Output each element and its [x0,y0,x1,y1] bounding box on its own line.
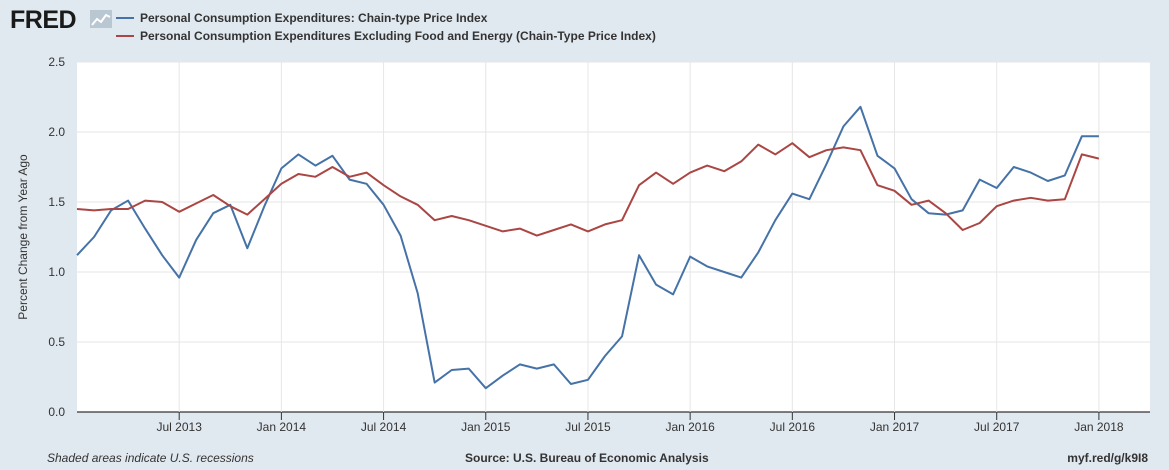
series-line-pce[interactable] [76,105,1099,390]
y-tick-label: 2.0 [48,125,65,139]
plot-area [77,62,1150,412]
x-tick-label: Jul 2016 [770,420,816,434]
series-line-core-pce[interactable] [76,142,1100,237]
source-note: Source: U.S. Bureau of Economic Analysis [465,451,709,465]
chart-header: FRED Personal Consumption Expenditures: … [0,0,1169,50]
legend-swatch-red [116,35,134,37]
fred-logo[interactable]: FRED [10,6,77,34]
x-tick-label: Jan 2015 [461,420,511,434]
legend-label: Personal Consumption Expenditures: Chain… [140,11,488,25]
y-tick-label: 1.5 [48,195,65,209]
y-axis-ticks: 0.0 0.5 1.0 1.5 2.0 2.5 [48,55,65,419]
legend-item-pce[interactable]: Personal Consumption Expenditures: Chain… [116,11,487,25]
x-tick-label: Jan 2014 [257,420,307,434]
y-tick-label: 1.0 [48,265,65,279]
grid-lines [77,61,1150,413]
chart-line-icon [90,10,112,28]
x-tick-label: Jan 2018 [1074,420,1124,434]
x-tick-label: Jan 2017 [870,420,920,434]
x-axis-ticks: Jul 2013 Jan 2014 Jul 2014 Jan 2015 Jul 2015… [157,412,1124,434]
x-tick-label: Jul 2017 [974,420,1020,434]
x-tick-label: Jul 2013 [157,420,203,434]
legend-item-core-pce[interactable]: Personal Consumption Expenditures Exclud… [116,29,656,43]
y-tick-label: 2.5 [48,55,65,69]
legend-label: Personal Consumption Expenditures Exclud… [140,29,656,43]
y-tick-label: 0.0 [48,405,65,419]
recession-note: Shaded areas indicate U.S. recessions [47,451,254,465]
x-tick-label: Jul 2015 [565,420,611,434]
y-tick-label: 0.5 [48,335,65,349]
short-link[interactable]: myf.red/g/k9I8 [1067,451,1148,465]
y-axis-label: Percent Change from Year Ago [16,154,30,320]
x-tick-label: Jul 2014 [361,420,407,434]
legend-swatch-blue [116,17,134,19]
x-tick-label: Jan 2016 [665,420,715,434]
series-lines [76,105,1100,390]
